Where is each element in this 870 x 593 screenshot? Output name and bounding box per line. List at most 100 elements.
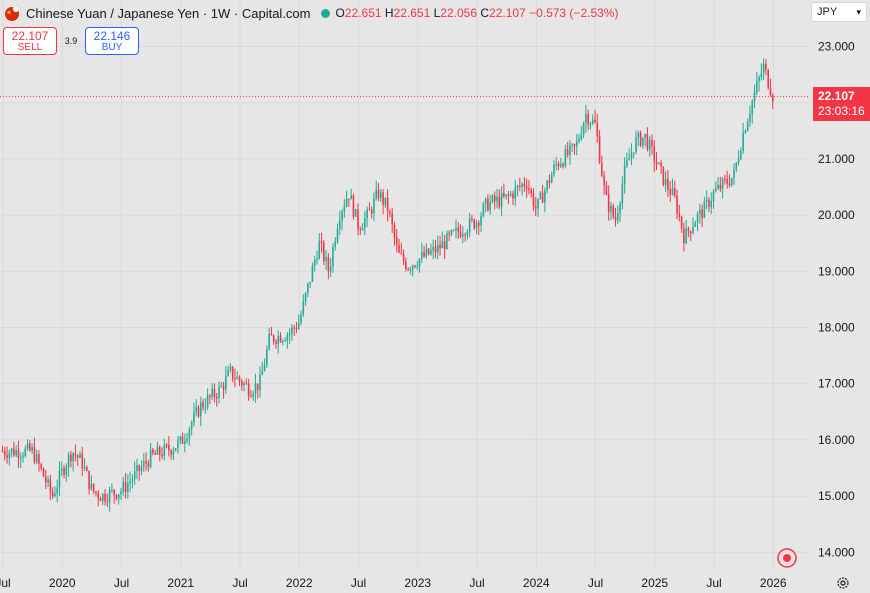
candle-body — [266, 349, 268, 365]
candle — [218, 381, 220, 404]
candle — [610, 201, 612, 220]
candle — [493, 191, 496, 210]
candle-body — [701, 209, 703, 218]
candle-body — [332, 246, 334, 267]
sell-button[interactable]: 22.107 SELL — [3, 27, 57, 55]
candle-body — [140, 466, 143, 472]
candle-body — [450, 230, 453, 235]
currency-select[interactable]: JPY ▾ — [811, 2, 867, 22]
candle — [760, 63, 763, 81]
candle-body — [127, 483, 129, 492]
candle-body — [174, 448, 177, 451]
candle-body — [357, 209, 359, 229]
candle — [614, 207, 617, 227]
candle-body — [528, 188, 530, 191]
buy-button[interactable]: 22.146 BUY — [85, 27, 139, 55]
candle — [395, 228, 398, 253]
candle — [35, 449, 38, 465]
candle-body — [523, 183, 526, 187]
candle — [416, 260, 419, 271]
candle-body — [325, 257, 327, 262]
candle-body — [184, 441, 186, 444]
candle — [188, 426, 191, 446]
symbol-title[interactable]: Chinese Yuan / Japanese Yen · 1W · Capit… — [26, 5, 311, 21]
candle — [275, 338, 277, 349]
target-icon[interactable] — [777, 548, 797, 568]
candle — [90, 475, 93, 491]
candle — [8, 449, 11, 466]
candle — [439, 235, 441, 256]
candle-body — [721, 178, 724, 190]
candle-body — [516, 185, 519, 188]
candle-body — [254, 383, 257, 394]
candle-body — [131, 479, 134, 482]
candle — [452, 228, 455, 232]
candle — [696, 211, 699, 231]
candle-body — [639, 132, 642, 146]
candle — [409, 266, 412, 275]
candle-body — [398, 244, 400, 253]
candle — [473, 218, 476, 231]
candle-body — [95, 491, 97, 493]
candle — [769, 78, 772, 97]
candle-body — [468, 218, 471, 233]
candle — [468, 212, 471, 238]
candle — [466, 229, 469, 240]
candle — [407, 267, 409, 272]
candle — [174, 447, 177, 452]
candle — [243, 381, 245, 392]
candle — [411, 264, 414, 277]
y-tick-label: 19.000 — [818, 264, 855, 278]
candle — [318, 233, 321, 260]
candle — [348, 198, 350, 207]
candle-body — [152, 449, 154, 454]
candle-body — [594, 119, 596, 123]
candle — [418, 258, 421, 273]
candle — [482, 201, 485, 218]
candle-body — [758, 77, 760, 82]
candle — [423, 245, 425, 258]
candle — [179, 435, 182, 445]
last-price-value: 22.107 — [818, 89, 855, 103]
candle — [338, 210, 341, 235]
candle — [651, 134, 653, 155]
candle — [97, 489, 100, 507]
candle — [316, 250, 318, 265]
candle-body — [550, 174, 553, 183]
candle-body — [575, 141, 578, 146]
candle — [352, 193, 355, 220]
candle-body — [680, 216, 683, 229]
candle-body — [471, 218, 473, 220]
candle-body — [29, 443, 31, 451]
candle-body — [619, 203, 621, 214]
candle-body — [482, 204, 485, 217]
candle-body — [603, 175, 605, 186]
candle — [354, 208, 357, 217]
candle — [199, 396, 202, 427]
candle-body — [149, 449, 152, 467]
candle-body — [97, 492, 100, 499]
candle-body — [350, 195, 352, 200]
candle — [149, 442, 152, 469]
candle — [737, 150, 740, 166]
candle-body — [318, 240, 321, 259]
candle-body — [341, 211, 343, 221]
candle-body — [51, 491, 54, 497]
candle — [19, 452, 22, 468]
candle — [662, 166, 665, 187]
candle — [350, 188, 352, 200]
candle-body — [648, 139, 651, 150]
candle — [685, 220, 687, 244]
candle — [637, 130, 640, 147]
candle-body — [514, 187, 517, 199]
candle — [368, 202, 371, 211]
candle — [3, 446, 6, 461]
time-axis[interactable]: Jul 2020 Jul 2021 Jul 2022 Jul 2023 Jul 2024 Jul 20… — [0, 576, 787, 590]
candle — [325, 250, 327, 270]
candle-body — [751, 101, 754, 115]
candle — [553, 159, 555, 177]
gear-icon[interactable] — [836, 576, 850, 590]
candle — [616, 205, 619, 225]
candle-body — [769, 87, 772, 96]
